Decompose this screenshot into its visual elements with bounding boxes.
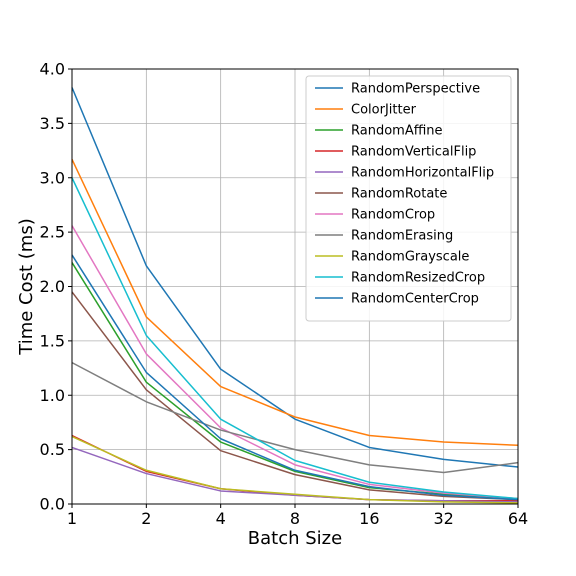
series-line (71, 291, 519, 501)
x-axis-label: Batch Size (248, 528, 342, 549)
series-line (71, 158, 519, 447)
legend-label: RandomCenterCrop (351, 292, 479, 307)
series-lines (71, 87, 519, 504)
y-tick-label: 0.0 (40, 495, 65, 514)
y-tick-label: 1.5 (40, 331, 65, 350)
legend-label: RandomErasing (351, 229, 453, 244)
series-line (71, 435, 519, 504)
legend-label: RandomPerspective (351, 82, 480, 97)
legend-label: RandomHorizontalFlip (351, 166, 494, 181)
y-tick-label: 4.0 (40, 60, 65, 79)
y-tick-label: 2.5 (40, 223, 65, 242)
x-tick-label: 32 (433, 509, 453, 528)
legend-box (305, 75, 512, 322)
legend-label: RandomGrayscale (351, 250, 469, 265)
x-tick-label: 1 (67, 509, 77, 528)
legend-label: RandomAffine (351, 124, 443, 139)
y-tick-label: 3.5 (40, 114, 65, 133)
x-tick-label: 2 (141, 509, 151, 528)
legend-label: RandomCrop (351, 208, 435, 223)
series-line (71, 262, 519, 500)
legend-label: RandomResizedCrop (351, 271, 485, 286)
legend-label: RandomVerticalFlip (351, 145, 476, 160)
legend-label: ColorJitter (351, 103, 417, 118)
series-line (71, 446, 519, 503)
series-line (71, 87, 519, 468)
series-line (71, 225, 519, 500)
legend-label: RandomRotate (351, 187, 447, 202)
series-line (71, 177, 519, 500)
y-tick-label: 2.0 (40, 277, 65, 296)
series-line (71, 254, 519, 501)
x-tick-label: 8 (290, 509, 300, 528)
series-line (71, 361, 519, 474)
y-axis-label: Time Cost (ms) (16, 218, 37, 355)
y-tick-label: 3.0 (40, 168, 65, 187)
y-tick-label: 0.5 (40, 440, 65, 459)
legend: RandomPerspective ColorJitter RandomAffine… (305, 75, 512, 322)
x-tick-label: 64 (508, 509, 528, 528)
x-tick-label: 16 (359, 509, 379, 528)
x-axis-ticks: 1 2 4 8 16 32 64 (67, 504, 528, 528)
x-tick-label: 4 (216, 509, 226, 528)
y-axis-ticks: 0.0 0.5 1.0 1.5 2.0 2.5 3.0 3.5 4.0 (40, 60, 72, 514)
y-tick-label: 1.0 (40, 386, 65, 405)
